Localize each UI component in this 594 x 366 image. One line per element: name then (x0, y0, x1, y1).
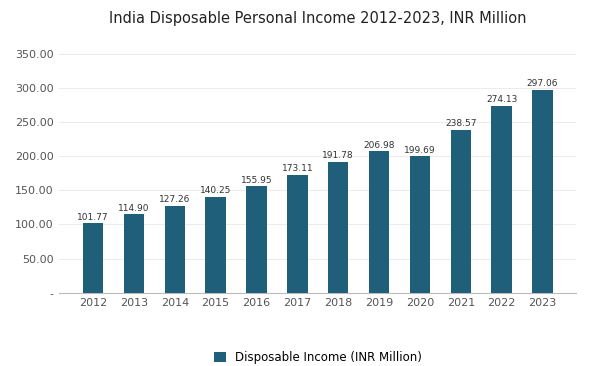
Text: 155.95: 155.95 (241, 176, 272, 184)
Title: India Disposable Personal Income 2012-2023, INR Million: India Disposable Personal Income 2012-20… (109, 11, 526, 26)
Text: 238.57: 238.57 (445, 119, 476, 128)
Text: 206.98: 206.98 (364, 141, 395, 150)
Text: 140.25: 140.25 (200, 186, 231, 195)
Text: 199.69: 199.69 (404, 146, 436, 155)
Bar (491, 105, 512, 293)
Bar (369, 152, 389, 293)
Bar (532, 90, 552, 293)
Bar (247, 186, 267, 293)
Text: 274.13: 274.13 (486, 95, 517, 104)
Bar (206, 197, 226, 293)
Legend: Disposable Income (INR Million): Disposable Income (INR Million) (209, 347, 426, 366)
Text: 114.90: 114.90 (118, 203, 150, 213)
Bar (328, 162, 349, 293)
Text: 297.06: 297.06 (527, 79, 558, 88)
Bar (165, 206, 185, 293)
Bar (83, 223, 103, 293)
Bar (287, 175, 308, 293)
Text: 127.26: 127.26 (159, 195, 191, 204)
Text: 191.78: 191.78 (323, 151, 354, 160)
Bar (410, 156, 430, 293)
Bar (451, 130, 471, 293)
Bar (124, 214, 144, 293)
Text: 101.77: 101.77 (77, 213, 109, 221)
Text: 173.11: 173.11 (282, 164, 313, 173)
